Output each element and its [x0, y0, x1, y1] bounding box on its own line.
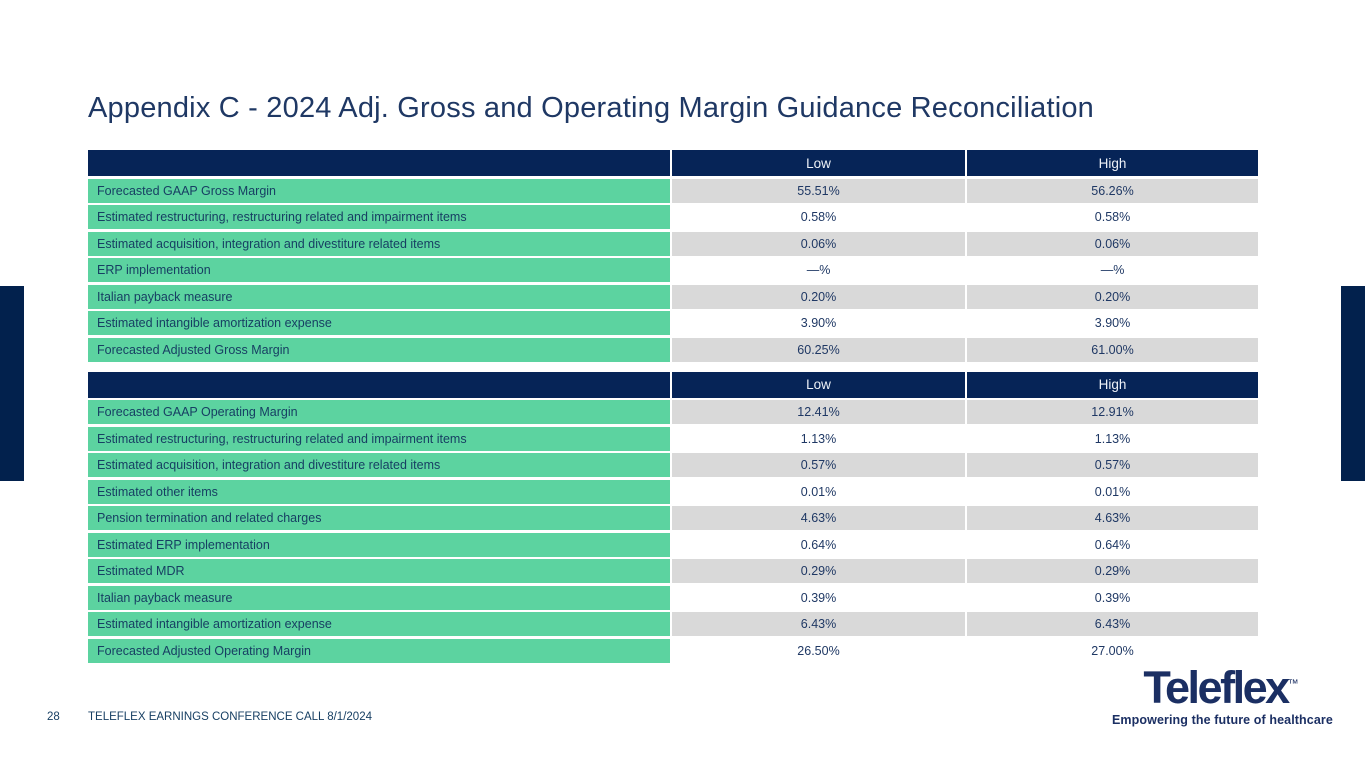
header-spacer-cell [88, 150, 670, 176]
high-value-cell: —% [967, 258, 1258, 282]
logo-tagline: Empowering the future of healthcare [1112, 713, 1333, 727]
slide-footer: 28 TELEFLEX EARNINGS CONFERENCE CALL 8/1… [47, 711, 372, 723]
low-value-cell: 0.39% [672, 585, 965, 610]
row-label-cell: Estimated intangible amortization expens… [88, 612, 670, 636]
row-label-cell: Forecasted Adjusted Gross Margin [88, 337, 670, 362]
table-row: Italian payback measure 0.20% 0.20% [88, 284, 1258, 309]
header-spacer-cell [88, 371, 670, 398]
high-value-cell: 0.06% [967, 231, 1258, 256]
teleflex-logo: Teleflex™ Empowering the future of healt… [1112, 660, 1333, 728]
high-value-cell: 0.39% [967, 585, 1258, 610]
low-value-cell: 0.06% [672, 231, 965, 256]
right-accent-bar [1341, 286, 1365, 481]
table-row: Pension termination and related charges 4… [88, 506, 1258, 530]
trademark-symbol: ™ [1287, 678, 1299, 690]
high-value-cell: 1.13% [967, 426, 1258, 451]
low-value-cell: 26.50% [672, 638, 965, 663]
low-value-cell: 0.01% [672, 479, 965, 504]
table-row: Estimated intangible amortization expens… [88, 311, 1258, 335]
high-value-cell: 3.90% [967, 311, 1258, 335]
row-label-cell: Estimated intangible amortization expens… [88, 311, 670, 335]
low-value-cell: 6.43% [672, 612, 965, 636]
high-value-cell: 0.20% [967, 284, 1258, 309]
low-value-cell: 60.25% [672, 337, 965, 362]
table-row: Estimated intangible amortization expens… [88, 612, 1258, 636]
high-value-cell: 27.00% [967, 638, 1258, 663]
high-value-cell: 12.91% [967, 400, 1258, 424]
row-label-cell: Estimated restructuring, restructuring r… [88, 205, 670, 229]
page-title: Appendix C - 2024 Adj. Gross and Operati… [88, 92, 1094, 124]
column-header-low: Low [672, 371, 965, 398]
table-row: Forecasted GAAP Operating Margin 12.41% 12… [88, 400, 1258, 424]
column-header-high: High [967, 150, 1258, 176]
footer-text: TELEFLEX EARNINGS CONFERENCE CALL 8/1/20… [88, 711, 372, 723]
table-row: Forecasted Adjusted Gross Margin 60.25% 61… [88, 337, 1258, 362]
high-value-cell: 61.00% [967, 337, 1258, 362]
row-label-cell: Forecasted Adjusted Operating Margin [88, 638, 670, 663]
high-value-cell: 0.58% [967, 205, 1258, 229]
low-value-cell: 4.63% [672, 506, 965, 530]
row-label-cell: Estimated MDR [88, 559, 670, 583]
row-label-cell: Estimated other items [88, 479, 670, 504]
row-label-cell: Estimated ERP implementation [88, 532, 670, 557]
table-row: Estimated MDR 0.29% 0.29% [88, 559, 1258, 583]
row-label-cell: Italian payback measure [88, 284, 670, 309]
logo-wordmark-text: Teleflex [1143, 662, 1290, 713]
low-value-cell: 12.41% [672, 400, 965, 424]
page-number: 28 [47, 711, 60, 723]
low-value-cell: 0.29% [672, 559, 965, 583]
row-label-cell: Forecasted GAAP Operating Margin [88, 400, 670, 424]
table-row: Italian payback measure 0.39% 0.39% [88, 585, 1258, 610]
column-header-high: High [967, 371, 1258, 398]
low-value-cell: 55.51% [672, 178, 965, 203]
table-row: ERP implementation —% —% [88, 258, 1258, 282]
high-value-cell: 56.26% [967, 178, 1258, 203]
left-accent-bar [0, 286, 24, 481]
table-row: Estimated other items 0.01% 0.01% [88, 479, 1258, 504]
table-row: Estimated ERP implementation 0.64% 0.64% [88, 532, 1258, 557]
row-label-cell: Estimated acquisition, integration and d… [88, 453, 670, 477]
high-value-cell: 6.43% [967, 612, 1258, 636]
low-value-cell: 3.90% [672, 311, 965, 335]
row-label-cell: Pension termination and related charges [88, 506, 670, 530]
row-label-cell: Italian payback measure [88, 585, 670, 610]
low-value-cell: 1.13% [672, 426, 965, 451]
column-header-low: Low [672, 150, 965, 176]
high-value-cell: 0.64% [967, 532, 1258, 557]
table-row: Estimated restructuring, restructuring r… [88, 205, 1258, 229]
high-value-cell: 0.57% [967, 453, 1258, 477]
logo-wordmark: Teleflex™ [1112, 660, 1330, 712]
high-value-cell: 0.01% [967, 479, 1258, 504]
low-value-cell: 0.57% [672, 453, 965, 477]
table-row: Estimated acquisition, integration and d… [88, 453, 1258, 477]
low-value-cell: 0.58% [672, 205, 965, 229]
row-label-cell: Estimated restructuring, restructuring r… [88, 426, 670, 451]
low-value-cell: 0.20% [672, 284, 965, 309]
high-value-cell: 0.29% [967, 559, 1258, 583]
table-row: Forecasted Adjusted Operating Margin 26.5… [88, 638, 1258, 663]
table-row: Forecasted GAAP Gross Margin 55.51% 56.26% [88, 178, 1258, 203]
low-value-cell: —% [672, 258, 965, 282]
operating-margin-table: Low High Forecasted GAAP Operating Margin 1… [88, 371, 1258, 663]
row-label-cell: Forecasted GAAP Gross Margin [88, 178, 670, 203]
high-value-cell: 4.63% [967, 506, 1258, 530]
table-header-row: Low High [88, 371, 1258, 398]
low-value-cell: 0.64% [672, 532, 965, 557]
row-label-cell: ERP implementation [88, 258, 670, 282]
table-row: Estimated restructuring, restructuring r… [88, 426, 1258, 451]
table-row: Estimated acquisition, integration and d… [88, 231, 1258, 256]
tables-area: Low High Forecasted GAAP Gross Margin 55.51… [88, 150, 1258, 665]
row-label-cell: Estimated acquisition, integration and d… [88, 231, 670, 256]
gross-margin-table: Low High Forecasted GAAP Gross Margin 55.51… [88, 150, 1258, 362]
table-header-row: Low High [88, 150, 1258, 176]
